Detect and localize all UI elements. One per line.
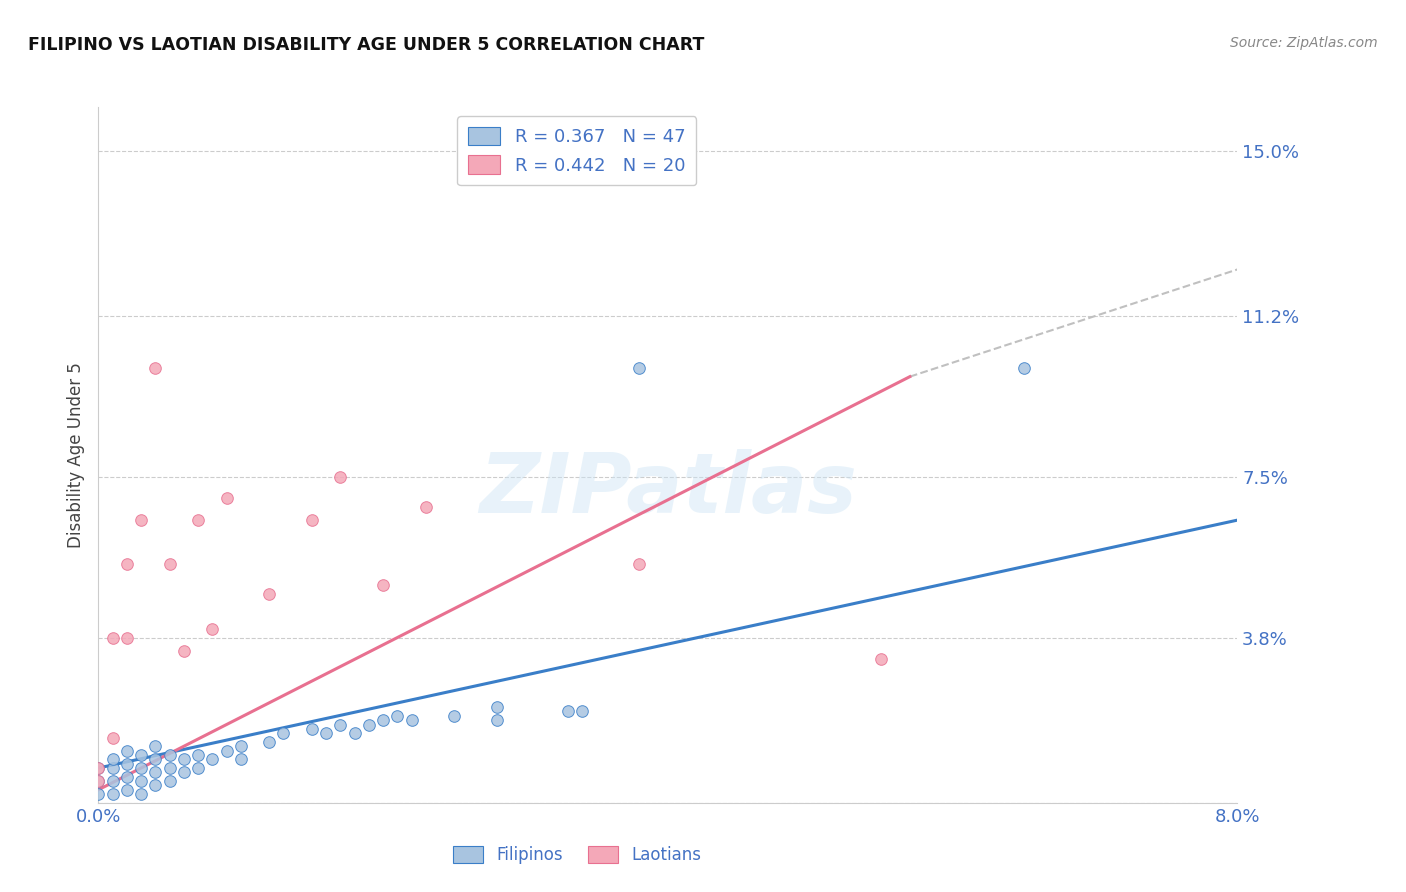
Point bbox=[571, 705, 593, 719]
Point bbox=[173, 765, 195, 780]
Point bbox=[145, 360, 167, 375]
Point bbox=[357, 717, 380, 731]
Point bbox=[259, 587, 281, 601]
Point bbox=[486, 713, 509, 727]
Point bbox=[129, 513, 152, 527]
Point bbox=[87, 761, 110, 775]
Point bbox=[259, 735, 281, 749]
Point bbox=[101, 731, 124, 745]
Point bbox=[187, 761, 209, 775]
Point bbox=[87, 774, 110, 789]
Point bbox=[486, 700, 509, 714]
Point bbox=[145, 752, 167, 766]
Point bbox=[273, 726, 295, 740]
Point bbox=[628, 360, 651, 375]
Point bbox=[173, 752, 195, 766]
Point bbox=[229, 752, 252, 766]
Point bbox=[301, 513, 323, 527]
Point bbox=[443, 708, 465, 723]
Point bbox=[870, 652, 893, 666]
Point bbox=[101, 761, 124, 775]
Point bbox=[159, 747, 181, 762]
Point bbox=[101, 787, 124, 801]
Point bbox=[115, 557, 138, 571]
Point bbox=[115, 756, 138, 771]
Point bbox=[329, 717, 352, 731]
Point bbox=[387, 708, 409, 723]
Point bbox=[329, 469, 352, 483]
Point bbox=[101, 774, 124, 789]
Point bbox=[187, 513, 209, 527]
Point bbox=[557, 705, 579, 719]
Point bbox=[371, 713, 394, 727]
Point bbox=[115, 770, 138, 784]
Point bbox=[115, 744, 138, 758]
Point bbox=[87, 761, 110, 775]
Y-axis label: Disability Age Under 5: Disability Age Under 5 bbox=[66, 362, 84, 548]
Point bbox=[129, 774, 152, 789]
Point bbox=[415, 500, 437, 514]
Point bbox=[371, 578, 394, 592]
Point bbox=[301, 722, 323, 736]
Legend: Filipinos, Laotians: Filipinos, Laotians bbox=[446, 839, 707, 871]
Text: ZIPatlas: ZIPatlas bbox=[479, 450, 856, 530]
Point bbox=[87, 787, 110, 801]
Point bbox=[159, 761, 181, 775]
Point bbox=[229, 739, 252, 754]
Point bbox=[187, 747, 209, 762]
Point bbox=[129, 747, 152, 762]
Point bbox=[201, 622, 224, 636]
Point bbox=[401, 713, 423, 727]
Point bbox=[628, 557, 651, 571]
Text: Source: ZipAtlas.com: Source: ZipAtlas.com bbox=[1230, 36, 1378, 50]
Point bbox=[101, 631, 124, 645]
Point bbox=[145, 778, 167, 793]
Point bbox=[1012, 360, 1035, 375]
Point bbox=[201, 752, 224, 766]
Point bbox=[159, 774, 181, 789]
Point bbox=[315, 726, 337, 740]
Point bbox=[115, 782, 138, 797]
Point bbox=[343, 726, 366, 740]
Point bbox=[129, 787, 152, 801]
Point bbox=[145, 739, 167, 754]
Point bbox=[159, 557, 181, 571]
Text: FILIPINO VS LAOTIAN DISABILITY AGE UNDER 5 CORRELATION CHART: FILIPINO VS LAOTIAN DISABILITY AGE UNDER… bbox=[28, 36, 704, 54]
Point bbox=[145, 765, 167, 780]
Point bbox=[215, 491, 238, 506]
Point bbox=[101, 752, 124, 766]
Point bbox=[129, 761, 152, 775]
Point bbox=[87, 774, 110, 789]
Point bbox=[115, 631, 138, 645]
Point bbox=[215, 744, 238, 758]
Point bbox=[173, 643, 195, 657]
